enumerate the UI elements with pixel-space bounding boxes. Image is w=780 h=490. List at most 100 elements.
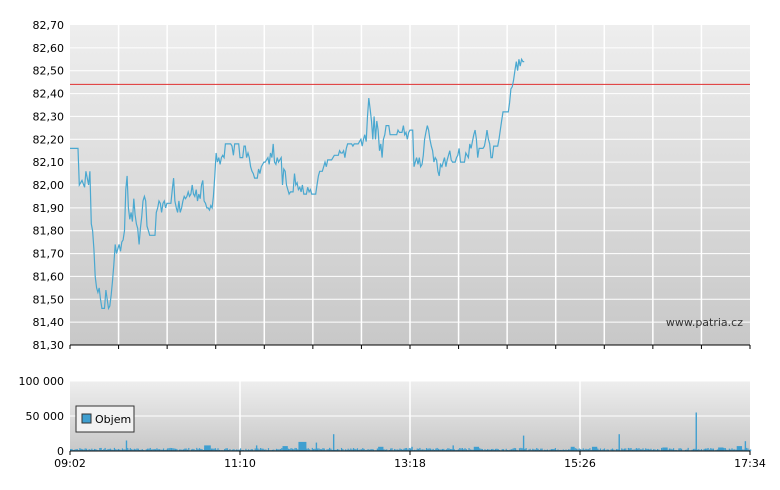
volume-bar — [334, 449, 336, 451]
volume-bar — [704, 448, 707, 451]
volume-bar — [678, 448, 680, 451]
volume-bar — [587, 449, 590, 451]
volume-bar — [368, 449, 371, 451]
volume-bar — [439, 449, 441, 451]
volume-bar — [342, 449, 344, 451]
volume-bar — [661, 447, 663, 451]
volume-bar — [671, 449, 673, 451]
volume-bar — [297, 449, 299, 451]
volume-bar — [254, 448, 256, 451]
volume-bar — [155, 449, 157, 451]
volume-bar — [631, 449, 633, 451]
volume-bar — [565, 449, 567, 451]
volume-bar — [257, 448, 259, 451]
volume-bar — [562, 449, 564, 451]
volume-bar — [160, 449, 162, 451]
volume-bar — [338, 449, 340, 451]
volume-bar — [553, 449, 555, 451]
volume-bar — [472, 449, 474, 451]
volume-bar — [582, 448, 584, 451]
price-y-tick-label: 81,80 — [33, 225, 65, 238]
volume-bar — [732, 449, 734, 451]
price-y-tick-label: 81,60 — [33, 270, 65, 283]
volume-bar — [141, 449, 143, 451]
volume-bar — [250, 449, 252, 451]
volume-bar — [554, 447, 556, 451]
volume-bar — [149, 447, 151, 451]
volume-bar — [76, 449, 78, 451]
volume-bar — [642, 448, 644, 451]
volume-bar — [647, 448, 649, 451]
volume-bar — [75, 449, 77, 451]
volume-bar — [83, 449, 85, 451]
volume-bar — [176, 448, 178, 451]
x-tick-label: 15:26 — [564, 457, 596, 470]
volume-bar — [218, 449, 220, 451]
volume-bar — [514, 448, 517, 451]
volume-bar — [351, 449, 353, 451]
volume-bar — [307, 448, 309, 451]
price-chart: 81,30 81,40 81,50 81,60 81,70 81,80 81,90 82,00… — [33, 19, 751, 352]
volume-bar — [132, 449, 134, 451]
volume-bar — [695, 412, 697, 451]
volume-bar — [429, 448, 432, 451]
x-tick-label: 11:10 — [224, 457, 256, 470]
volume-bar — [574, 448, 576, 451]
volume-bar — [577, 449, 579, 451]
volume-bar — [425, 448, 428, 451]
x-tick-label: 09:02 — [54, 457, 86, 470]
volume-bar — [560, 449, 562, 451]
volume-bar — [390, 448, 392, 451]
volume-bar — [743, 449, 745, 451]
volume-bar — [557, 449, 559, 451]
volume-bar — [346, 449, 348, 451]
volume-bar — [216, 449, 218, 451]
volume-bar — [327, 449, 329, 451]
volume-bar — [318, 448, 320, 451]
volume-bar — [552, 448, 554, 451]
volume-bar — [384, 449, 386, 451]
volume-bar — [580, 449, 582, 451]
volume-gridlines — [70, 380, 750, 451]
volume-bar — [70, 449, 72, 451]
volume-bar — [662, 447, 668, 451]
volume-bar — [540, 448, 542, 451]
volume-bar — [431, 449, 433, 451]
price-y-axis: 81,30 81,40 81,50 81,60 81,70 81,80 81,90 82,00… — [33, 19, 65, 352]
volume-bar — [85, 448, 88, 451]
volume-bar — [598, 449, 600, 451]
volume-bar — [623, 448, 626, 451]
price-y-tick-label: 81,90 — [33, 202, 65, 215]
volume-bar — [696, 449, 699, 451]
volume-bar — [225, 448, 227, 451]
volume-bar — [586, 449, 588, 451]
volume-bar — [406, 447, 408, 451]
volume-bar — [371, 449, 373, 451]
volume-bar — [399, 448, 401, 451]
volume-bar — [541, 448, 543, 451]
volume-bar — [615, 449, 618, 451]
volume-bar — [516, 449, 518, 451]
volume-bar — [322, 448, 324, 451]
volume-bar — [413, 449, 416, 451]
volume-bar — [473, 446, 480, 451]
volume-bar — [650, 448, 652, 451]
volume-bar — [433, 449, 436, 451]
price-y-tick-label: 81,30 — [33, 339, 65, 352]
volume-bar — [748, 449, 750, 451]
volume-bar — [607, 449, 610, 451]
volume-bar — [591, 446, 598, 451]
volume-bar — [128, 449, 130, 451]
volume-bar — [151, 449, 153, 451]
volume-bar — [679, 448, 681, 451]
volume-bar — [463, 449, 465, 451]
volume-y-tick-label: 0 — [57, 445, 64, 458]
volume-bar — [449, 449, 452, 451]
volume-bar — [649, 449, 651, 451]
legend-label-objem: Objem — [95, 413, 131, 426]
volume-bar — [402, 449, 404, 451]
volume-bar — [510, 449, 513, 451]
volume-bar — [331, 449, 333, 451]
volume-bar — [73, 449, 76, 451]
volume-bar — [117, 448, 120, 451]
